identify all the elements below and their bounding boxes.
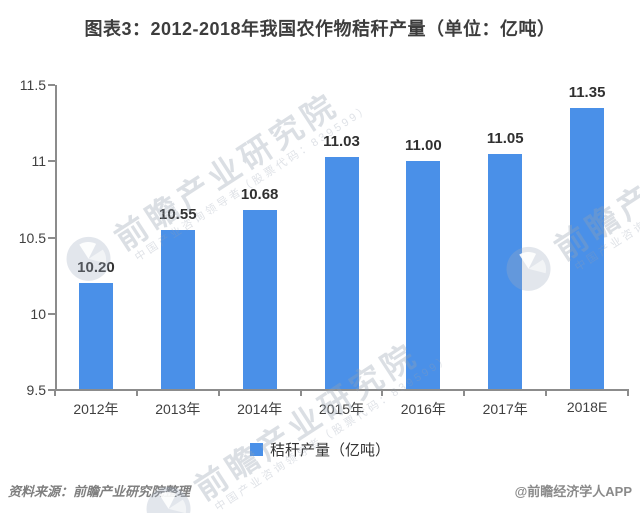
watermark-brand-text: 前瞻产业研究院: [108, 85, 346, 258]
y-axis-tick: [48, 236, 55, 239]
x-axis-tick: [463, 390, 466, 396]
y-axis-label: 9.5: [26, 382, 46, 398]
bar: [78, 283, 113, 390]
x-axis-label: 2017年: [482, 401, 528, 417]
watermark-textwrap: 前瞻产业研究院 中国产业咨询领导者（股票代码：839599）: [185, 330, 453, 513]
chart-title: 图表3：2012-2018年我国农作物秸秆产量（单位：亿吨）: [84, 19, 556, 39]
x-axis-tick: [381, 390, 384, 396]
bar-value-label: 10.68: [240, 186, 279, 204]
legend: 秸秆产量（亿吨）: [0, 439, 640, 460]
bar-value-label: 10.55: [159, 205, 197, 223]
watermark-brand-text: 前瞻产业研究院: [188, 335, 426, 508]
x-axis-label: 2015年: [318, 401, 365, 417]
y-axis-tick: [48, 84, 55, 86]
x-axis-tick: [217, 390, 220, 396]
x-axis-tick: [299, 390, 302, 396]
y-axis-tick: [48, 389, 55, 391]
x-axis-tick: [135, 390, 138, 396]
bar-value-label: 10.20: [77, 259, 115, 277]
y-axis-line: [55, 85, 57, 390]
legend-swatch-icon: [249, 443, 263, 456]
legend-label: 秸秆产量（亿吨）: [269, 442, 390, 459]
bar-value-label: 11.00: [404, 137, 442, 155]
footer-credit-text: @前瞻经济学人APP: [514, 484, 632, 499]
x-axis-tick: [54, 390, 56, 396]
x-axis-label: 2016年: [400, 401, 446, 417]
x-axis-tick: [627, 390, 629, 396]
watermark-textwrap: 前瞻产业研究院 中国产业咨询领导者（股票代码：839599）: [105, 80, 373, 264]
y-axis-label: 11: [31, 153, 46, 170]
y-axis-tick: [48, 312, 55, 315]
x-axis-label: 2012年: [73, 401, 119, 417]
x-axis-label: 2018E: [566, 399, 608, 415]
bar-value-label: 11.03: [323, 132, 360, 150]
bar: [324, 156, 359, 390]
x-axis-line: [55, 389, 629, 391]
bar: [242, 210, 277, 390]
bar: [570, 107, 605, 390]
y-axis-label: 10.5: [18, 229, 46, 246]
x-axis-label: 2013年: [155, 401, 201, 417]
footer-source-text: 资料来源：前瞻产业研究院整理: [8, 484, 191, 499]
bar-value-label: 11.35: [568, 83, 606, 101]
y-axis-tick: [48, 160, 55, 163]
y-axis-label: 11.5: [19, 77, 46, 93]
bar-value-label: 11.05: [486, 129, 524, 147]
x-axis-tick: [545, 390, 548, 396]
bar: [406, 161, 441, 390]
bar: [160, 229, 195, 390]
bar: [488, 153, 523, 390]
x-axis-label: 2014年: [237, 401, 283, 417]
y-axis-label: 10: [30, 305, 46, 322]
